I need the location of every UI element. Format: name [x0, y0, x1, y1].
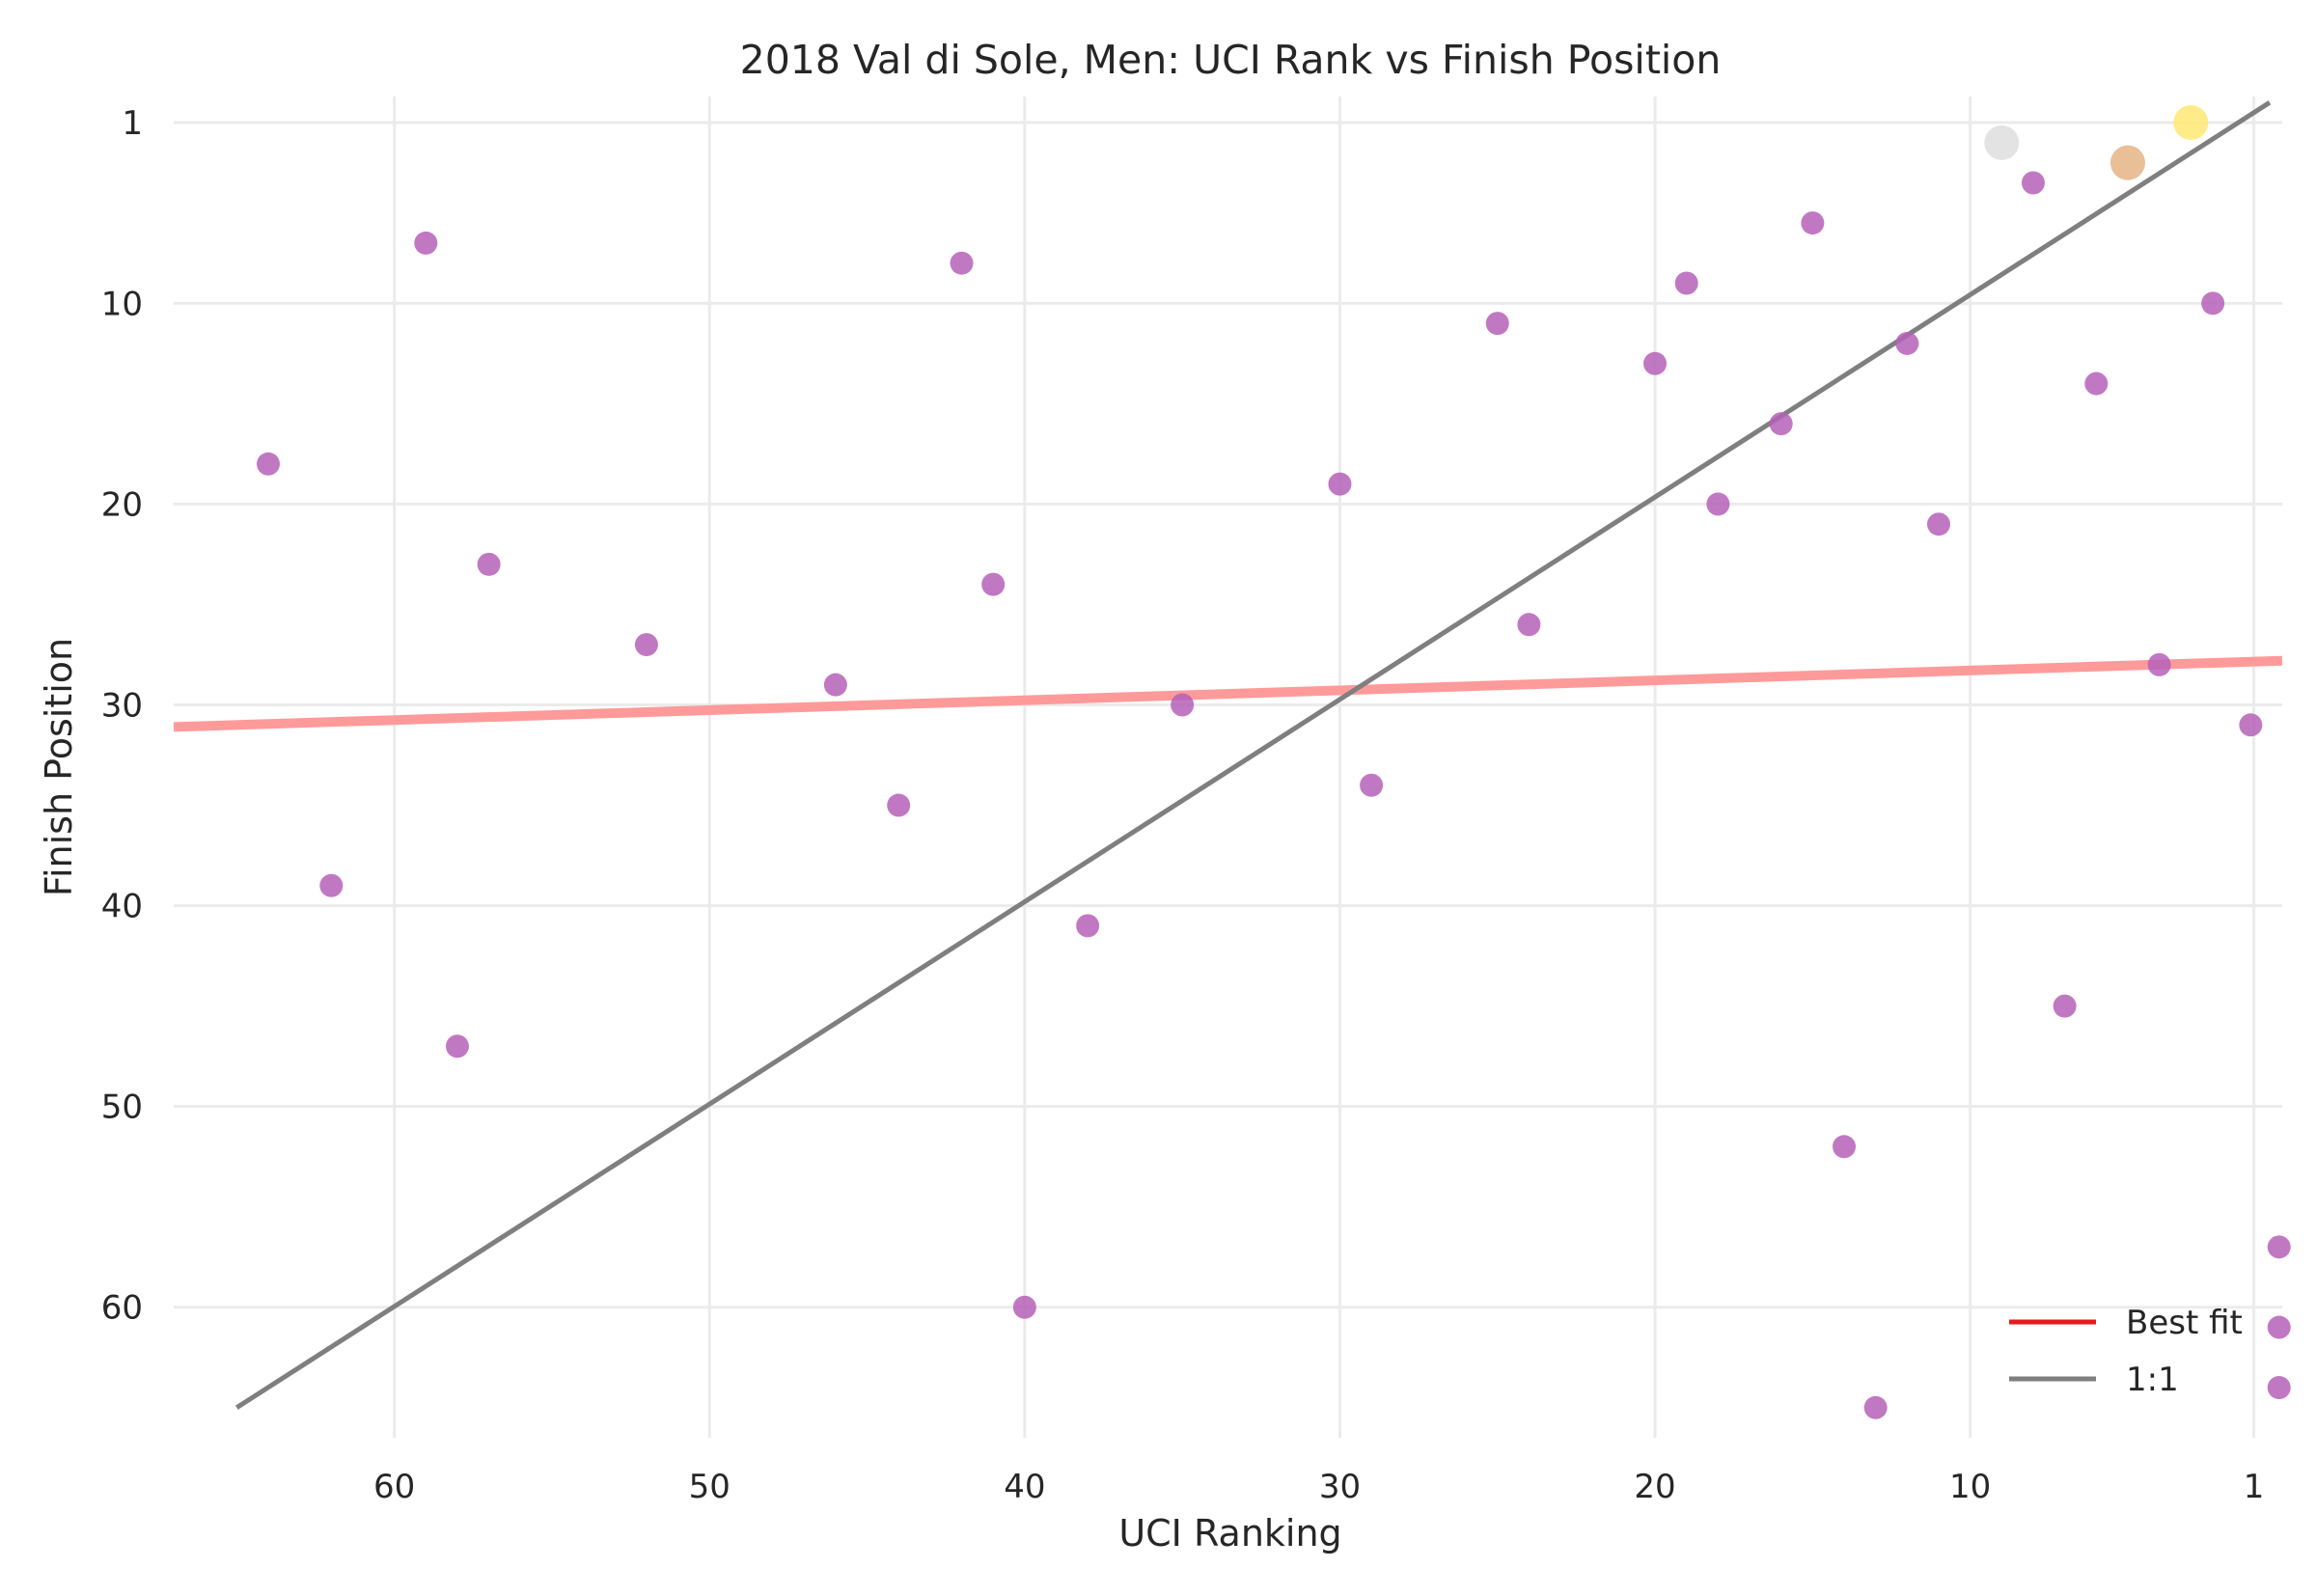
data-point — [319, 873, 344, 897]
data-point — [1674, 271, 1698, 295]
legend-label-best-fit: Best fit — [2126, 1304, 2243, 1342]
y-tick-label: 10 — [101, 285, 143, 323]
data-point — [1706, 492, 1730, 516]
data-point — [2021, 171, 2045, 195]
y-tick-label: 50 — [101, 1088, 143, 1127]
data-point — [2267, 1375, 2291, 1399]
x-tick-label: 40 — [1004, 1468, 1045, 1506]
data-point — [2239, 713, 2263, 737]
data-point — [1801, 211, 1825, 235]
data-point — [1895, 331, 1919, 355]
data-point — [1833, 1135, 1857, 1159]
y-tick-label: 20 — [101, 485, 143, 524]
data-point — [2053, 994, 2077, 1018]
y-tick-label: 40 — [101, 888, 143, 926]
data-point — [1643, 351, 1668, 375]
best-fit-line — [173, 655, 2283, 732]
x-tick-label: 20 — [1634, 1468, 1675, 1506]
y-tick-label: 1 — [122, 104, 143, 143]
data-point — [887, 793, 911, 817]
x-axis-label: UCI Ranking — [1118, 1512, 1341, 1555]
x-tick-label: 50 — [689, 1468, 731, 1506]
y-tick-label: 30 — [101, 686, 143, 725]
data-point — [2084, 371, 2109, 396]
data-point — [1517, 613, 1541, 637]
reference-lines — [173, 100, 2283, 1410]
x-tick-label: 10 — [1949, 1468, 1991, 1506]
data-point — [477, 552, 501, 576]
one-to-one-line — [234, 100, 2272, 1410]
x-tick-label: 60 — [373, 1468, 415, 1506]
tick-labels: 60 50 40 30 20 10 1 1 10 20 30 40 50 60 — [101, 104, 2265, 1506]
podium-point — [2109, 145, 2145, 180]
grid — [174, 96, 2282, 1438]
data-points — [256, 105, 2291, 1419]
data-point — [981, 572, 1006, 596]
legend: Best fit 1:1 — [2009, 1304, 2243, 1399]
podium-point — [1984, 124, 2020, 160]
data-point — [1485, 312, 1509, 336]
data-point — [1076, 914, 1100, 938]
data-point — [414, 231, 438, 255]
data-point — [256, 452, 280, 476]
data-point — [1769, 412, 1793, 436]
data-point — [1328, 472, 1352, 496]
data-point — [2147, 652, 2171, 676]
podium-point — [2173, 105, 2209, 141]
y-axis-label: Finish Position — [38, 638, 80, 896]
data-point — [445, 1034, 469, 1059]
data-point — [823, 673, 847, 697]
y-tick-label: 60 — [101, 1289, 143, 1328]
data-point — [1012, 1295, 1036, 1319]
data-point — [2267, 1315, 2291, 1339]
data-point — [1926, 512, 1950, 537]
legend-label-one-to-one: 1:1 — [2126, 1361, 2179, 1399]
x-tick-label: 1 — [2244, 1468, 2265, 1506]
data-point — [1863, 1395, 1888, 1419]
chart-title: 2018 Val di Sole, Men: UCI Rank vs Finis… — [740, 37, 1722, 83]
data-point — [634, 633, 658, 657]
data-point — [950, 251, 974, 275]
x-tick-label: 30 — [1319, 1468, 1361, 1506]
data-point — [2201, 291, 2225, 316]
data-point — [2267, 1235, 2291, 1259]
data-point — [1360, 773, 1384, 797]
data-point — [1171, 693, 1195, 717]
